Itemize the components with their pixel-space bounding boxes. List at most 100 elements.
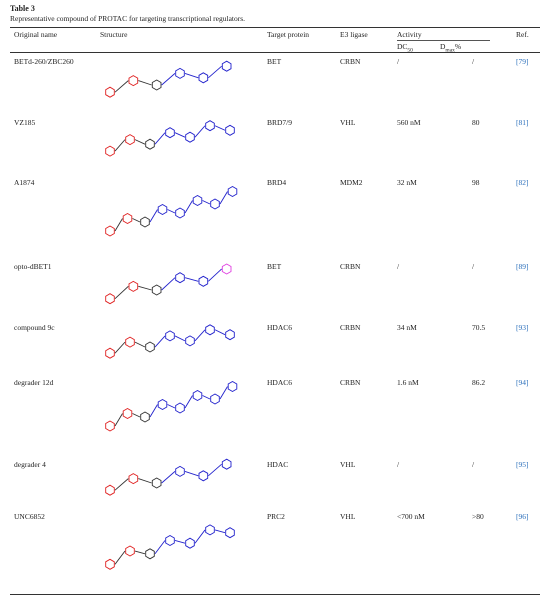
ring [105, 484, 115, 496]
bond [174, 132, 186, 138]
header: Ref. [516, 30, 529, 39]
bond [114, 80, 129, 93]
header: Structure [100, 30, 128, 39]
ring [165, 534, 175, 547]
ring [105, 420, 115, 432]
bond [114, 139, 126, 152]
bond [138, 285, 152, 291]
bond [149, 404, 158, 418]
ring [151, 284, 162, 296]
bond [214, 529, 226, 534]
target-protein-cell: BET [267, 57, 282, 66]
structure [105, 185, 238, 237]
ring [122, 407, 133, 420]
bond [194, 329, 206, 342]
ring [151, 79, 162, 91]
ring [210, 393, 220, 405]
ring [145, 138, 155, 150]
bond [149, 209, 158, 223]
dmax-cell: / [472, 57, 475, 66]
ring [225, 527, 235, 539]
ring [198, 72, 209, 84]
ring [225, 329, 235, 341]
ring [105, 293, 115, 305]
ref-cell[interactable]: [96] [516, 512, 529, 521]
bond [138, 478, 152, 484]
name-cell: UNC6852 [14, 512, 45, 521]
bond [208, 268, 222, 282]
ring [175, 67, 185, 79]
structure [105, 120, 235, 157]
e3-ligase-cell: CRBN [340, 262, 361, 271]
ring [128, 280, 139, 292]
header: DC50 [397, 42, 413, 54]
bond [154, 335, 166, 348]
target-protein-cell: HDAC6 [267, 378, 293, 387]
e3-ligase-cell: VHL [340, 118, 356, 127]
structure [105, 324, 235, 359]
ring [105, 145, 115, 157]
ring [157, 398, 168, 411]
dmax-cell: 70.5 [472, 323, 486, 332]
target-protein-cell: HDAC6 [267, 323, 293, 332]
ring [165, 330, 175, 342]
bond [214, 125, 226, 131]
e3-ligase-cell: MDM2 [340, 178, 363, 187]
header: DC [397, 42, 408, 51]
ring [105, 558, 115, 570]
ring [175, 465, 185, 477]
bond [214, 329, 226, 336]
ring [227, 185, 238, 198]
ring [128, 473, 139, 485]
ring [185, 335, 195, 347]
table-caption: Representative compound of PROTAC for ta… [10, 14, 246, 23]
bond [114, 218, 123, 232]
bond [134, 550, 146, 555]
target-protein-cell: PRC2 [267, 512, 285, 521]
bond [138, 80, 152, 86]
ring [225, 124, 235, 136]
bond [184, 395, 193, 409]
dc50-cell: <700 nM [397, 512, 425, 521]
ref-cell[interactable]: [81] [516, 118, 529, 127]
bond [161, 471, 176, 484]
bond [114, 286, 129, 300]
ref-cell[interactable]: [89] [516, 262, 529, 271]
ref-cell[interactable]: [93] [516, 323, 529, 332]
dc50-cell: 560 nM [397, 118, 421, 127]
ring [145, 341, 155, 353]
name-cell: A1874 [14, 178, 35, 187]
e3-ligase-cell: CRBN [340, 57, 361, 66]
ring [151, 477, 162, 489]
ref-cell[interactable]: [79] [516, 57, 529, 66]
dc50-cell: / [397, 57, 400, 66]
ring [205, 324, 215, 336]
ring [105, 86, 115, 98]
e3-ligase-cell: VHL [340, 512, 356, 521]
dc50-cell: 32 nM [397, 178, 417, 187]
dmax-cell: 80 [472, 118, 480, 127]
ref-cell[interactable]: [82] [516, 178, 529, 187]
header: E3 ligase [340, 30, 368, 39]
ring [221, 60, 232, 72]
ref-cell[interactable]: [94] [516, 378, 529, 387]
header: Target protein [267, 30, 310, 39]
bond [167, 404, 176, 409]
bond [184, 277, 199, 282]
bond [194, 125, 206, 138]
bond [114, 341, 126, 354]
target-protein-cell: BRD4 [267, 178, 287, 187]
ref-cell[interactable]: [95] [516, 460, 529, 469]
dmax-cell: / [472, 262, 475, 271]
header: % [454, 42, 462, 51]
ring [185, 537, 195, 549]
bond [132, 413, 141, 418]
bond [114, 550, 126, 565]
ring [205, 120, 215, 132]
structure [105, 263, 232, 305]
dmax-cell: 86.2 [472, 378, 486, 387]
name-cell: VZ185 [14, 118, 36, 127]
ring [175, 207, 185, 219]
ring [198, 275, 209, 287]
